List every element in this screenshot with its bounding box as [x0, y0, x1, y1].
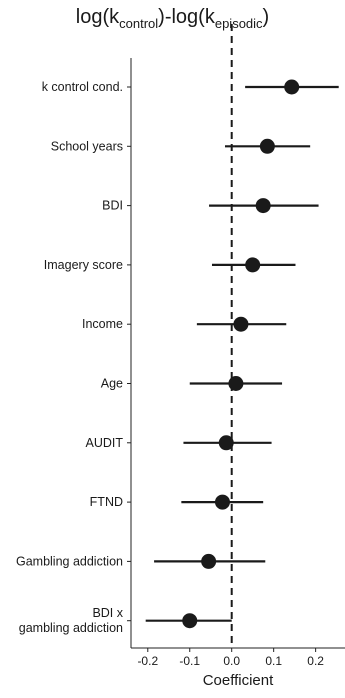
y-tick-label: School years [51, 139, 123, 153]
point-estimate [255, 198, 271, 214]
point-estimate [245, 257, 261, 273]
y-tick-label: Income [82, 317, 123, 331]
chart-title: log(kcontrol)-log(kepisodic) [75, 6, 270, 31]
point-estimate [182, 613, 198, 629]
y-tick-label: AUDIT [86, 436, 124, 450]
y-tick-label: Gambling addiction [16, 554, 123, 568]
plot-marks [145, 79, 339, 629]
point-estimate [201, 553, 217, 569]
point-estimate [218, 435, 234, 451]
point-estimate [233, 316, 249, 332]
plot-axes: -0.2 -0.1 0.0 0.1 0.2 k control cond. School y… [16, 24, 345, 668]
y-tick-label: BDI x [92, 606, 123, 620]
point-estimate [214, 494, 230, 510]
x-tick-label: 0.1 [265, 654, 282, 668]
y-tick-label: BDI [102, 199, 123, 213]
point-estimate [228, 376, 244, 391]
x-tick-label: -0.2 [137, 654, 158, 668]
x-tick-label: -0.1 [179, 654, 200, 668]
y-tick-label: Imagery score [44, 258, 123, 272]
x-axis-label: Coefficient [203, 672, 274, 689]
x-tick-label: 0.2 [307, 654, 324, 668]
y-tick-label: gambling addiction [19, 621, 123, 635]
y-tick-label: FTND [90, 495, 123, 509]
y-tick-label: k control cond. [42, 80, 123, 94]
point-estimate [284, 79, 300, 95]
y-tick-label: Age [101, 377, 123, 391]
x-tick-label: 0.0 [223, 654, 240, 668]
point-estimate [259, 138, 275, 154]
